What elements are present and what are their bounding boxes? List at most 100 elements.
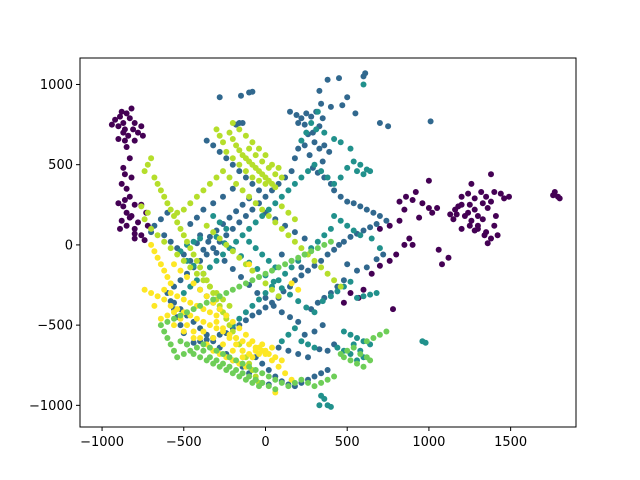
data-point	[256, 145, 262, 152]
data-point	[434, 205, 441, 211]
data-point	[246, 145, 253, 152]
data-point	[278, 338, 285, 345]
data-point	[200, 318, 207, 325]
data-point	[193, 257, 200, 264]
data-point	[419, 200, 426, 207]
data-point	[376, 213, 383, 219]
data-point	[220, 251, 226, 258]
data-point	[203, 299, 210, 306]
data-point	[120, 120, 127, 126]
data-point	[213, 312, 220, 319]
data-point	[151, 174, 158, 181]
data-point	[409, 241, 416, 248]
data-point	[216, 148, 223, 155]
data-point	[190, 280, 197, 287]
axis-ticks: −1000 −500 0 500 1000 1500 −1000 −500 0 500 1000	[29, 78, 527, 450]
data-point	[148, 225, 155, 232]
data-point	[340, 354, 347, 361]
data-point	[269, 267, 275, 274]
data-point	[403, 193, 409, 200]
data-point	[344, 198, 351, 205]
data-point	[360, 227, 367, 234]
data-point	[252, 376, 259, 383]
data-point	[324, 174, 331, 181]
data-point	[471, 195, 478, 202]
data-point	[471, 206, 478, 213]
data-point	[321, 232, 328, 239]
data-point	[121, 171, 128, 178]
data-point	[334, 288, 341, 295]
data-point	[278, 225, 285, 232]
data-point	[287, 108, 293, 115]
data-point	[200, 328, 207, 335]
data-point	[164, 335, 171, 341]
data-point	[344, 222, 351, 229]
data-point	[396, 217, 403, 224]
data-point	[180, 351, 187, 357]
data-point	[376, 262, 383, 269]
data-point	[324, 270, 331, 277]
data-point	[340, 328, 347, 335]
data-point	[367, 168, 374, 175]
data-point	[347, 357, 354, 364]
data-point	[223, 225, 230, 232]
data-point	[223, 232, 230, 239]
data-point	[298, 338, 305, 345]
data-point	[171, 322, 177, 329]
data-point	[474, 225, 481, 232]
data-point	[246, 351, 253, 357]
data-point	[157, 322, 164, 329]
data-point	[278, 357, 285, 364]
data-point	[206, 180, 213, 187]
x-tick-label: 0	[261, 435, 269, 450]
data-point	[190, 251, 197, 258]
data-point	[115, 200, 122, 207]
data-point	[233, 208, 240, 215]
data-point	[239, 354, 246, 361]
data-point	[427, 118, 434, 125]
data-point	[275, 293, 282, 300]
data-point	[131, 201, 138, 208]
data-point	[187, 200, 194, 207]
data-point	[272, 386, 279, 393]
data-point	[242, 132, 249, 139]
data-point	[190, 238, 197, 245]
data-point	[285, 383, 292, 390]
data-point	[262, 351, 269, 357]
x-tick-label: −1000	[80, 435, 124, 450]
data-point	[269, 286, 275, 293]
data-point	[130, 126, 137, 133]
data-point	[269, 161, 275, 168]
data-point	[291, 379, 298, 386]
data-point	[167, 238, 174, 245]
data-point	[275, 164, 282, 171]
data-point	[311, 257, 318, 264]
data-point	[141, 237, 148, 244]
data-point	[383, 328, 390, 335]
data-point	[367, 291, 374, 298]
data-point	[301, 251, 308, 258]
data-point	[262, 304, 269, 311]
data-point	[249, 174, 256, 181]
data-point	[226, 214, 233, 221]
data-point	[474, 213, 481, 219]
data-point	[144, 161, 151, 168]
data-point	[327, 225, 334, 232]
data-point	[295, 298, 302, 305]
data-point	[318, 264, 325, 271]
data-point	[321, 129, 328, 136]
data-point	[206, 354, 213, 361]
data-point	[246, 363, 253, 370]
data-point	[285, 187, 292, 194]
data-point	[213, 318, 220, 325]
data-point	[205, 238, 212, 245]
data-point	[138, 123, 145, 130]
data-point	[298, 115, 305, 122]
data-point	[229, 248, 236, 255]
data-point	[492, 213, 499, 219]
data-point	[265, 206, 272, 213]
data-point	[324, 347, 331, 354]
data-point	[154, 254, 161, 261]
data-point	[174, 219, 181, 226]
